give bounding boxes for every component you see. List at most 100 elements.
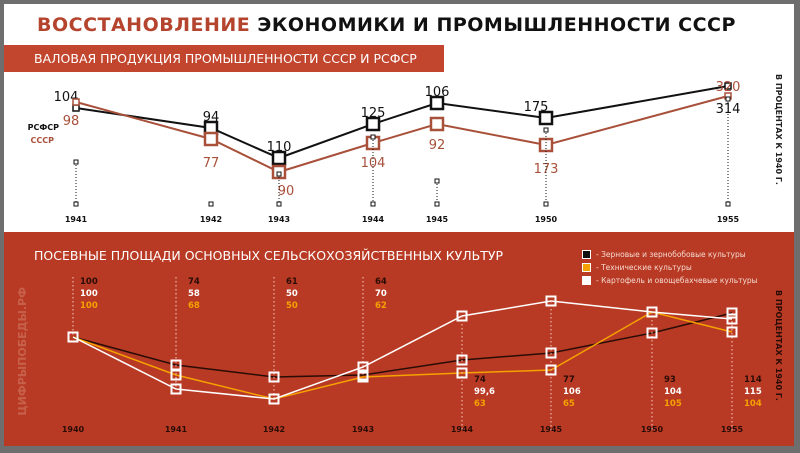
data-point (545, 295, 557, 307)
x-tick-label: 1950 (535, 215, 558, 224)
data-label: 77 (563, 375, 575, 385)
data-label: 106 (425, 85, 450, 100)
stem-marker (434, 178, 440, 184)
crops-panel: ПОСЕВНЫЕ ПЛОЩАДИ ОСНОВНЫХ СЕЛЬСКОХОЗЯЙСТ… (4, 232, 794, 446)
data-label: 99,6 (474, 387, 495, 397)
data-point (456, 354, 468, 366)
data-point (67, 331, 79, 343)
data-label: 104 (744, 399, 762, 409)
data-point (72, 104, 80, 112)
data-point (271, 150, 287, 166)
data-label: 65 (563, 399, 575, 409)
stem-marker (543, 127, 549, 133)
data-point (646, 327, 658, 339)
data-point (545, 364, 557, 376)
data-label: 314 (716, 102, 741, 117)
data-label: 94 (203, 110, 220, 125)
data-label: 98 (63, 114, 80, 129)
legend-swatch (582, 263, 591, 272)
x-tick-label: 1950 (641, 425, 664, 434)
data-point (456, 367, 468, 379)
data-point (203, 131, 219, 147)
x-tick-label: 1943 (352, 425, 374, 434)
x-tick-label: 1941 (65, 215, 88, 224)
crops-chart: 100 100 100 1940 74 58 68 1941 61 50 50 1942 64 70 62 1… (62, 277, 762, 434)
stem-marker (434, 201, 440, 207)
chart1-ylabel: В ПРОЦЕНТАХ К 1940 Г. (774, 74, 783, 185)
x-tick-label: 1944 (362, 215, 385, 224)
data-label: 106 (563, 387, 581, 397)
x-tick-label: 1955 (717, 215, 740, 224)
stem-marker (370, 134, 376, 140)
data-label: 100 (80, 301, 98, 311)
data-point (429, 95, 445, 111)
data-point (170, 383, 182, 395)
data-point (429, 116, 445, 132)
data-label: 115 (744, 387, 762, 397)
x-tick-label: 1942 (263, 425, 285, 434)
data-label: 110 (267, 140, 292, 155)
data-point (357, 361, 369, 373)
chart2-title: ПОСЕВНЫЕ ПЛОЩАДИ ОСНОВНЫХ СЕЛЬСКОХОЗЯЙСТ… (34, 248, 503, 263)
data-point (726, 307, 738, 319)
stem-marker (276, 171, 282, 177)
x-tick-label: 1942 (200, 215, 222, 224)
data-label: 114 (744, 375, 762, 385)
legend-label: - Зерновые и зернобобовые культуры (596, 250, 746, 259)
data-point (726, 313, 738, 325)
legend-label: - Технические культуры (596, 263, 692, 272)
series-line (72, 312, 733, 378)
industry-panel: ВОССТАНОВЛЕНИЕ ЭКОНОМИКИ И ПРОМЫШЛЕННОСТ… (4, 4, 794, 232)
stem-marker (276, 201, 282, 207)
data-label: 77 (203, 156, 220, 171)
stem-marker (725, 96, 731, 102)
data-label: 74 (188, 277, 200, 287)
data-label: 92 (429, 138, 446, 153)
stem-marker (543, 201, 549, 207)
series-line (72, 311, 733, 400)
data-label: 105 (664, 399, 682, 409)
chart1-title: ВАЛОВАЯ ПРОДУКЦИЯ ПРОМЫШЛЕННОСТИ СССР И … (34, 51, 417, 66)
page-title: ВОССТАНОВЛЕНИЕ ЭКОНОМИКИ И ПРОМЫШЛЕННОСТ… (37, 14, 736, 36)
legend-item: - Картофель и овощебахчевые культуры (582, 274, 758, 287)
legend-swatch (582, 250, 591, 259)
data-label: 64 (375, 277, 387, 287)
data-label: 90 (278, 184, 295, 199)
data-point (724, 82, 732, 90)
data-label: 104 (664, 387, 682, 397)
data-label: 320 (716, 80, 741, 95)
data-point (268, 371, 280, 383)
data-label: 93 (664, 375, 676, 385)
data-point (268, 393, 280, 405)
series-line-СССР (75, 95, 729, 174)
legend-label: - Картофель и овощебахчевые культуры (596, 276, 758, 285)
data-label: 104 (54, 90, 79, 105)
x-tick-label: 1945 (426, 215, 449, 224)
legend: - Зерновые и зернобобовые культуры - Тех… (582, 248, 758, 287)
data-point (726, 326, 738, 338)
data-label: 104 (361, 156, 386, 171)
chart2-ylabel: В ПРОЦЕНТАХ К 1940 Г. (774, 290, 783, 401)
legend-item: - Технические культуры (582, 261, 758, 274)
stem-marker (73, 201, 79, 207)
series-label: РСФСР (28, 123, 60, 132)
data-point (545, 347, 557, 359)
data-label: 74 (474, 375, 486, 385)
x-tick-label: 1943 (268, 215, 290, 224)
data-label: 58 (188, 289, 200, 299)
stem-marker (370, 201, 376, 207)
data-label: 125 (361, 106, 386, 121)
data-point (365, 116, 381, 132)
data-point (646, 306, 658, 318)
data-label: 70 (375, 289, 387, 299)
data-label: 100 (80, 289, 98, 299)
x-tick-label: 1945 (540, 425, 563, 434)
x-tick-label: 1955 (721, 425, 744, 434)
chart1-title-bar: ВАЛОВАЯ ПРОДУКЦИЯ ПРОМЫШЛЕННОСТИ СССР И … (4, 45, 444, 72)
legend-swatch (582, 276, 591, 285)
data-label: 61 (286, 277, 298, 287)
data-label: 63 (474, 399, 486, 409)
title-accent: ВОССТАНОВЛЕНИЕ (37, 14, 251, 36)
